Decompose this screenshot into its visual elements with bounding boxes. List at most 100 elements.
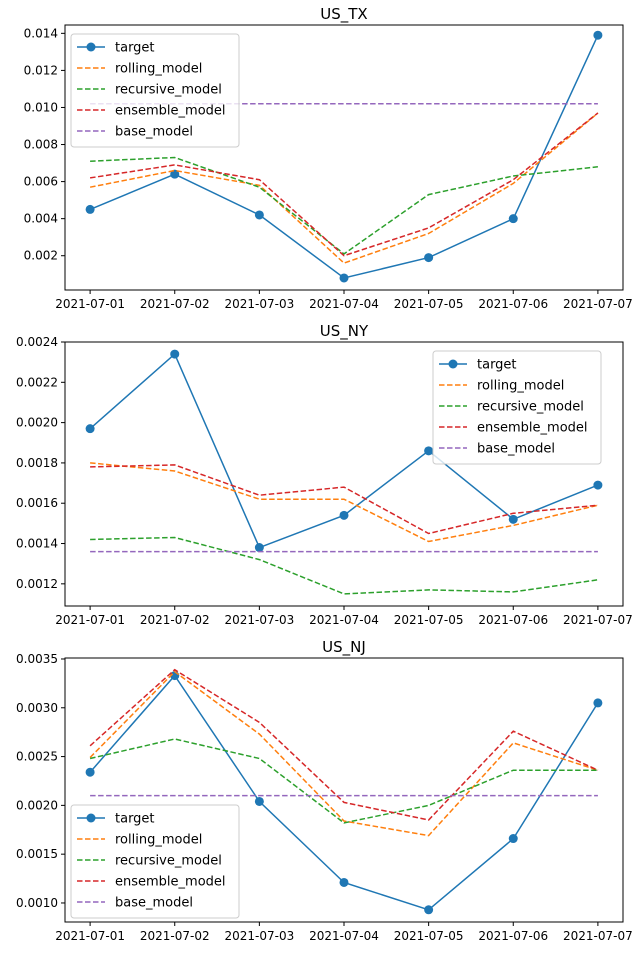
chart-title: US_NJ	[322, 638, 366, 657]
data-point-target	[85, 767, 95, 777]
chart-title: US_NY	[320, 322, 369, 341]
series-line-recursive-model	[89, 738, 598, 824]
legend-label: rolling_model	[115, 833, 202, 848]
y-tick-label: 0.0022	[16, 375, 58, 389]
data-point-target	[254, 210, 264, 220]
x-tick-label: 2021-07-02	[140, 613, 210, 627]
y-tick-label: 0.014	[24, 26, 58, 40]
data-point-target	[424, 253, 434, 263]
data-point-target	[85, 424, 95, 434]
data-point-target	[424, 905, 434, 915]
legend-box	[70, 33, 240, 148]
x-tick-label: 2021-07-05	[394, 613, 464, 627]
y-tick-label: 0.004	[24, 212, 58, 226]
data-point-target	[508, 514, 518, 524]
y-tick-label: 0.0010	[16, 896, 58, 910]
series-line-ensemble-model	[90, 464, 598, 535]
data-point-target	[593, 30, 603, 40]
legend-label: recursive_model	[115, 83, 222, 98]
data-point-target	[424, 446, 434, 456]
data-point-target	[170, 349, 180, 359]
legend-label: rolling_model	[477, 379, 564, 394]
legend-label: target	[115, 41, 155, 56]
x-tick-label: 2021-07-03	[224, 297, 294, 311]
legend-label: ensemble_model	[477, 421, 588, 436]
series-line-rolling-model	[90, 462, 599, 543]
y-tick-label: 0.006	[24, 175, 58, 189]
legend-label: recursive_model	[115, 854, 222, 869]
y-tick-label: 0.0015	[16, 847, 58, 861]
x-tick-label: 2021-07-05	[394, 929, 464, 943]
legend-marker	[86, 42, 96, 52]
series-line-rolling-model	[89, 112, 599, 264]
data-point-target	[170, 169, 180, 179]
chart-title: US_TX	[320, 5, 367, 24]
y-tick-label: 0.0020	[16, 798, 58, 812]
y-tick-label: 0.0014	[16, 537, 58, 551]
legend-marker	[448, 359, 458, 369]
y-tick-label: 0.0020	[16, 416, 58, 430]
data-point-target	[593, 698, 603, 708]
y-tick-label: 0.0024	[16, 335, 58, 349]
legend-label: base_model	[477, 442, 555, 457]
x-tick-label: 2021-07-02	[140, 929, 210, 943]
x-tick-label: 2021-07-07	[563, 929, 632, 943]
x-tick-label: 2021-07-04	[309, 297, 379, 311]
x-tick-label: 2021-07-04	[309, 929, 379, 943]
legend-box	[432, 350, 602, 465]
legend-label: ensemble_model	[115, 875, 226, 890]
legend-label: ensemble_model	[115, 104, 226, 119]
y-tick-label: 0.0035	[16, 652, 58, 666]
x-tick-label: 2021-07-01	[55, 297, 125, 311]
legend-label: base_model	[115, 125, 193, 140]
data-point-target	[339, 510, 349, 520]
data-point-target	[339, 273, 349, 283]
series-line-recursive-model	[90, 536, 599, 595]
data-point-target	[254, 796, 264, 806]
chart-us-ny: US_NY 2021-07-01 2021-07-02 2021-07-03 2021-…	[16, 322, 632, 627]
y-tick-label: 0.0016	[16, 496, 58, 510]
series-line-ensemble-model	[89, 112, 599, 257]
y-tick-label: 0.0018	[16, 456, 58, 470]
legend-label: target	[115, 812, 155, 827]
y-tick-label: 0.012	[24, 63, 58, 77]
y-tick-label: 0.008	[24, 138, 58, 152]
y-tick-label: 0.0030	[16, 701, 58, 715]
y-tick-label: 0.010	[24, 100, 58, 114]
data-point-target	[508, 214, 518, 224]
x-tick-label: 2021-07-07	[563, 613, 632, 627]
data-point-target	[339, 877, 349, 887]
legend-label: recursive_model	[477, 400, 584, 415]
y-tick-label: 0.0012	[16, 577, 58, 591]
series-line-rolling-model	[89, 670, 599, 837]
x-tick-label: 2021-07-05	[394, 297, 464, 311]
x-tick-label: 2021-07-04	[309, 613, 379, 627]
x-tick-label: 2021-07-07	[563, 297, 632, 311]
series-line-recursive-model	[90, 156, 598, 255]
x-tick-label: 2021-07-06	[478, 613, 548, 627]
data-point-target	[593, 480, 603, 490]
x-tick-label: 2021-07-01	[55, 929, 125, 943]
data-point-target	[85, 204, 95, 214]
legend-label: rolling_model	[115, 62, 202, 77]
legend-label: target	[477, 358, 517, 373]
legend-box	[70, 804, 240, 919]
legend: target rolling_model recursive_modelensemb…	[70, 33, 240, 148]
legend: target rolling_model recursive_modelensemb…	[70, 804, 240, 919]
x-tick-label: 2021-07-03	[224, 613, 294, 627]
chart-us-nj: US_NJ 2021-07-01 2021-07-02 2021-07-03 2021-…	[16, 638, 632, 943]
x-tick-label: 2021-07-01	[55, 613, 125, 627]
y-tick-label: 0.002	[24, 249, 58, 263]
legend-marker	[86, 813, 96, 823]
data-point-target	[508, 834, 518, 844]
legend-label: base_model	[115, 896, 193, 911]
data-point-target	[254, 543, 264, 553]
y-tick-label: 0.0025	[16, 750, 58, 764]
series-line-ensemble-model	[89, 668, 599, 821]
x-tick-label: 2021-07-06	[478, 297, 548, 311]
x-tick-label: 2021-07-06	[478, 929, 548, 943]
chart-us-tx: US_TX 2021-07-01 2021-07-02 2021-07-03 2021-…	[24, 5, 632, 311]
legend: target rolling_model recursive_modelensemb…	[432, 350, 602, 465]
x-tick-label: 2021-07-03	[224, 929, 294, 943]
